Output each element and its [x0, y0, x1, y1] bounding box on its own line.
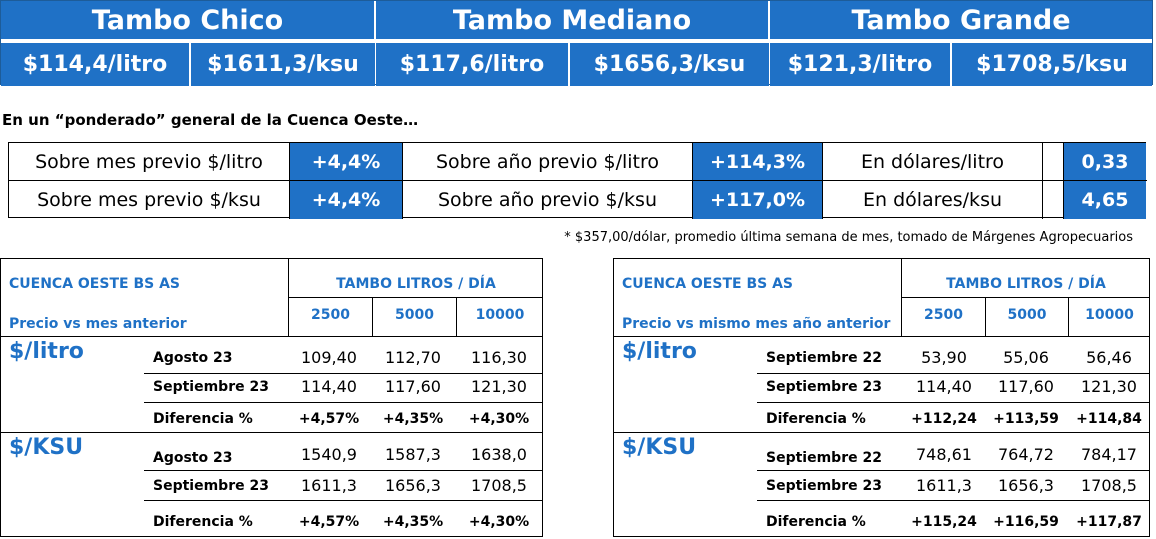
banner-price-litro: $114,4/litro [1, 43, 191, 86]
detail-table-month: CUENCA OESTE BS AS Precio vs mes anterio… [0, 258, 543, 537]
cell-value: 1656,3 [998, 476, 1054, 495]
summary-label: Sobre mes previo $/litro [9, 143, 290, 181]
cell-value: 764,72 [998, 445, 1054, 464]
cell-value: 1540,9 [301, 445, 357, 464]
row-label: Septiembre 23 [153, 478, 269, 494]
summary-value: +4,4% [290, 143, 403, 181]
row-label: Agosto 23 [153, 350, 233, 366]
summary-value: +117,0% [693, 181, 823, 219]
cell-value: +114,84 [1076, 411, 1142, 427]
summary-label: Sobre mes previo $/ksu [9, 181, 290, 219]
footnote: * $357,00/dólar, promedio última semana … [564, 230, 1133, 245]
summary-label: En dólares/ksu [823, 181, 1043, 219]
cell-value: +116,59 [993, 514, 1059, 530]
summary-value: 4,65 [1064, 181, 1146, 219]
cell-value: 56,46 [1086, 348, 1132, 367]
table-subtitle: Precio vs mismo mes año anterior [622, 316, 891, 332]
banner-group-grande: Tambo Grande $121,3/litro $1708,5/ksu [770, 1, 1152, 86]
cell-value: +4,35% [382, 411, 444, 427]
summary-grid: Sobre mes previo $/litro +4,4% Sobre año… [8, 142, 1147, 219]
price-banner: Tambo Chico $114,4/litro $1611,3/ksu Tam… [0, 0, 1153, 86]
section-subtitle: En un “ponderado” general de la Cuenca O… [2, 111, 419, 129]
cell-value: +113,59 [993, 411, 1059, 427]
summary-label: Sobre año previo $/ksu [403, 181, 693, 219]
cell-value: 1611,3 [916, 476, 972, 495]
cell-value: +112,24 [911, 411, 977, 427]
banner-price-ksu: $1611,3/ksu [191, 43, 375, 86]
summary-row: Sobre mes previo $/litro +4,4% Sobre año… [9, 143, 1147, 181]
row-label: Diferencia % [766, 411, 866, 427]
cell-value: +4,30% [468, 514, 530, 530]
table-region: CUENCA OESTE BS AS [9, 276, 180, 292]
summary-label: Sobre año previo $/litro [403, 143, 693, 181]
unit-label-litro: $/litro [622, 339, 697, 364]
cell-value: 1708,5 [1081, 476, 1137, 495]
cell-value: 121,30 [1081, 377, 1137, 396]
cell-value: 121,30 [471, 377, 527, 396]
banner-title: Tambo Mediano [376, 1, 768, 41]
table-group-header: TAMBO LITROS / DÍA [336, 276, 496, 292]
table-group-header: TAMBO LITROS / DÍA [946, 276, 1106, 292]
cell-value: 112,70 [385, 348, 441, 367]
cell-value: 114,40 [916, 377, 972, 396]
summary-label: En dólares/litro [823, 143, 1043, 181]
cell-value: 116,30 [471, 348, 527, 367]
summary-row: Sobre mes previo $/ksu +4,4% Sobre año p… [9, 180, 1147, 219]
cell-value: 1638,0 [471, 445, 527, 464]
banner-group-chico: Tambo Chico $114,4/litro $1611,3/ksu [1, 1, 375, 86]
cell-value: 1611,3 [301, 476, 357, 495]
cell-value: 109,40 [301, 348, 357, 367]
summary-value: +4,4% [290, 181, 403, 219]
unit-label-ksu: $/KSU [622, 435, 697, 460]
banner-title: Tambo Chico [1, 1, 374, 41]
col-header: 5000 [1007, 307, 1047, 323]
detail-table-year: CUENCA OESTE BS AS Precio vs mismo mes a… [613, 258, 1150, 537]
cell-value: 117,60 [385, 377, 441, 396]
col-header: 10000 [475, 307, 525, 323]
col-header: 5000 [395, 307, 434, 323]
banner-price-ksu: $1656,3/ksu [570, 43, 769, 86]
summary-spacer [1043, 143, 1064, 181]
unit-label-ksu: $/KSU [9, 435, 84, 460]
summary-spacer [1043, 181, 1064, 219]
cell-value: +4,35% [382, 514, 444, 530]
banner-group-mediano: Tambo Mediano $117,6/litro $1656,3/ksu [376, 1, 769, 86]
row-label: Septiembre 23 [766, 478, 882, 494]
summary-value: +114,3% [693, 143, 823, 181]
row-label: Septiembre 23 [153, 379, 269, 395]
cell-value: +4,57% [298, 411, 360, 427]
cell-value: 117,60 [998, 377, 1054, 396]
table-region: CUENCA OESTE BS AS [622, 276, 793, 292]
cell-value: 1587,3 [385, 445, 441, 464]
cell-value: 1656,3 [385, 476, 441, 495]
cell-value: 748,61 [916, 445, 972, 464]
cell-value: +117,87 [1076, 514, 1142, 530]
row-label: Diferencia % [153, 514, 253, 530]
row-label: Septiembre 22 [766, 450, 882, 466]
row-label: Agosto 23 [153, 450, 233, 466]
cell-value: 55,06 [1003, 348, 1049, 367]
col-header: 2500 [311, 307, 350, 323]
cell-value: 53,90 [921, 348, 967, 367]
col-header: 10000 [1085, 307, 1134, 323]
row-label: Septiembre 23 [766, 379, 882, 395]
banner-price-litro: $117,6/litro [376, 43, 570, 86]
cell-value: 784,17 [1081, 445, 1137, 464]
summary-value: 0,33 [1064, 143, 1146, 181]
cell-value: +4,57% [298, 514, 360, 530]
banner-price-litro: $121,3/litro [770, 43, 952, 86]
cell-value: 1708,5 [471, 476, 527, 495]
col-header: 2500 [924, 307, 963, 323]
banner-price-ksu: $1708,5/ksu [952, 43, 1152, 86]
row-label: Diferencia % [766, 514, 866, 530]
row-label: Diferencia % [153, 411, 253, 427]
row-label: Septiembre 22 [766, 350, 882, 366]
banner-title: Tambo Grande [770, 1, 1152, 41]
cell-value: +115,24 [911, 514, 977, 530]
cell-value: +4,30% [468, 411, 530, 427]
table-subtitle: Precio vs mes anterior [9, 316, 187, 332]
unit-label-litro: $/litro [9, 339, 84, 364]
cell-value: 114,40 [301, 377, 357, 396]
